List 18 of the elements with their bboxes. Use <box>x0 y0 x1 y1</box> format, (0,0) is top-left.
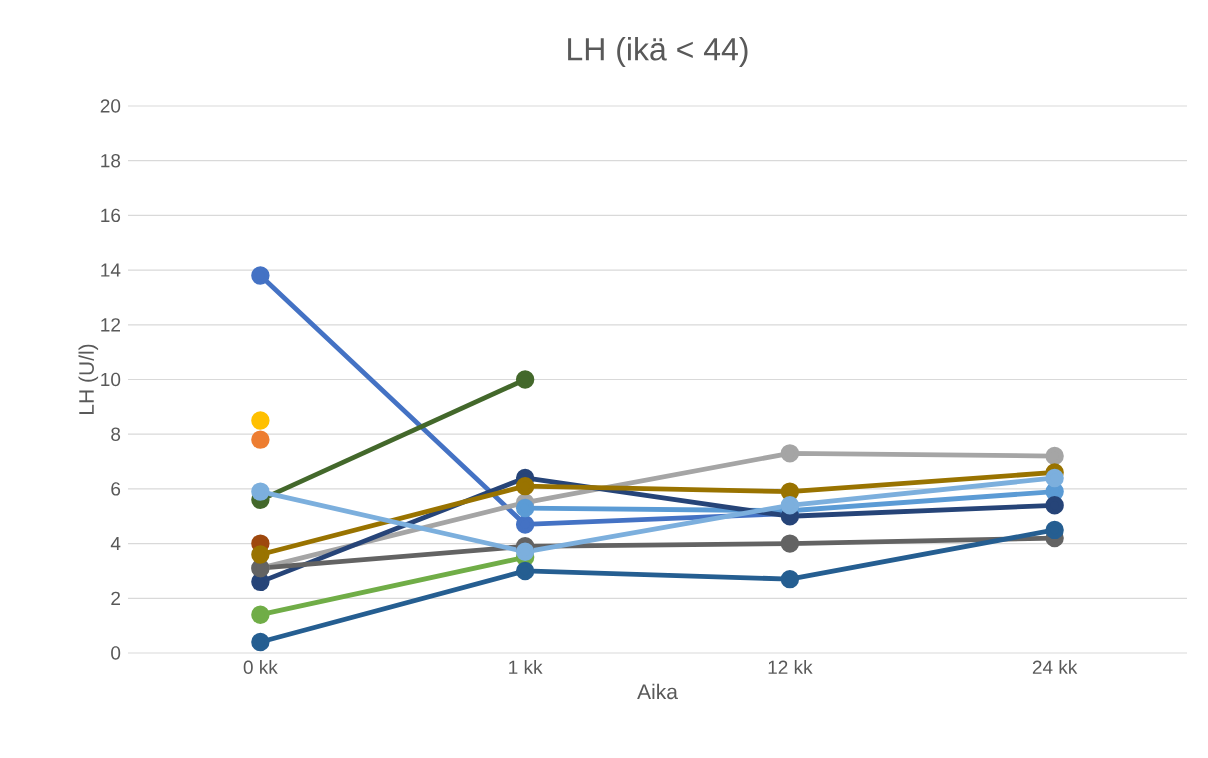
x-tick-label: 1 kk <box>509 660 543 674</box>
y-tick-label: 16 <box>101 208 121 223</box>
x-tick-label: 0 kk <box>243 660 278 675</box>
y-tick-label: 0 <box>111 646 121 660</box>
y-tick-label: 12 <box>101 318 120 332</box>
y-tick-label: 8 <box>111 427 121 441</box>
y-tick-label: 6 <box>111 482 121 496</box>
y-tick-label: 18 <box>101 153 121 168</box>
y-tick-label: 10 <box>101 372 121 387</box>
y-axis-title: LH (U/l) <box>78 344 99 414</box>
x-axis-title: Aika <box>637 683 678 700</box>
x-tick-label: 12 kk <box>768 660 813 674</box>
y-tick-label: 2 <box>111 591 120 605</box>
y-tick-label: 20 <box>100 99 121 113</box>
x-tick-label: 24 kk <box>1032 660 1078 674</box>
y-tick-label: 4 <box>110 537 121 551</box>
chart-title: LH (ikä < 44) <box>568 37 748 67</box>
y-tick-label: 14 <box>101 263 121 277</box>
